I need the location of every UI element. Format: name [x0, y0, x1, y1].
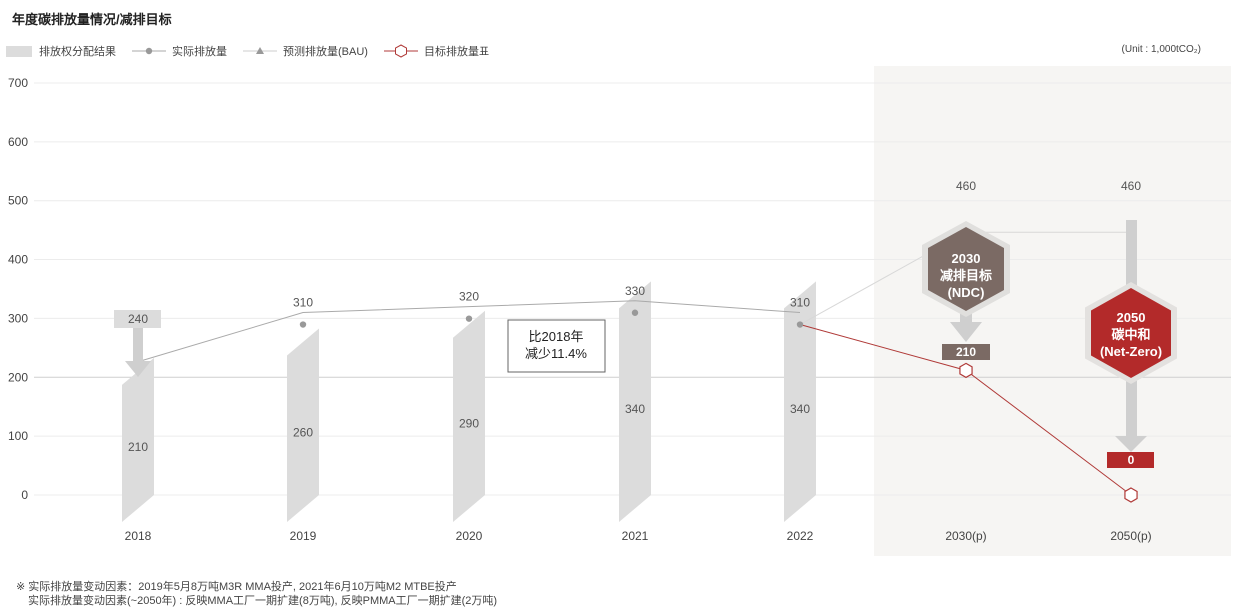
point-labels: 240 310 320 330 310 460 460: [114, 179, 1141, 377]
actual-value-label: 330: [625, 284, 645, 298]
x-tick-label: 2020: [456, 529, 483, 543]
allocation-bar: [453, 310, 485, 522]
allocation-bars: [122, 281, 816, 522]
y-tick-label: 600: [8, 135, 28, 149]
grid: [34, 82, 1231, 496]
reduction-note-line1: 比2018年: [529, 329, 584, 344]
line-triangle-icon: [243, 47, 277, 54]
x-tick-label: 2030(p): [945, 529, 986, 543]
bar-value-label: 340: [625, 402, 645, 416]
projection-background: [874, 66, 1231, 556]
actual-point: [631, 309, 639, 316]
x-axis: 2018 2019 2020 2021 2022 2030(p) 2050(p): [125, 529, 1152, 543]
actual-point: [465, 315, 473, 322]
bar-value-label: 210: [128, 440, 148, 454]
y-tick-label: 700: [8, 76, 28, 90]
y-tick-label: 200: [8, 370, 28, 384]
legend-label-actual: 实际排放量: [172, 46, 227, 58]
legend-item-target[interactable]: 目标排放量표: [383, 43, 490, 59]
x-tick-label: 2019: [290, 529, 317, 543]
line-dot-icon: [132, 47, 166, 55]
y-tick-label: 0: [21, 488, 28, 502]
legend-label-target: 目标排放量표: [423, 46, 490, 58]
allocation-bar-labels: 210 260 290 340 340: [128, 402, 810, 454]
reduction-note-line2: 减少11.4%: [525, 346, 587, 361]
y-tick-label: 300: [8, 311, 28, 325]
chart-title: 年度碳排放量情况/减排目标: [12, 12, 172, 27]
actual-line: [137, 300, 801, 363]
ndc-down-arrow-icon: [950, 300, 982, 342]
legend: 排放权分配结果 实际排放量 预测排放量(BAU) 目标排放量표: [6, 43, 505, 59]
allocation-bar: [619, 281, 651, 522]
legend-item-allocation[interactable]: 排放权分配结果: [6, 43, 116, 59]
target-point: [1124, 487, 1138, 503]
y-tick-label: 100: [8, 429, 28, 443]
actual-value-label: 310: [293, 296, 313, 310]
footnote-2: 实际排放量变动因素(~2050年) : 反映MMA工厂一期扩建(8万吨), 反映…: [28, 595, 498, 607]
target-point: [959, 362, 973, 379]
actual-point: [299, 321, 307, 328]
legend-item-bau[interactable]: 预测排放量(BAU): [243, 43, 368, 59]
netzero-line1: 2050: [1117, 310, 1146, 325]
legend-label-bau: 预测排放量(BAU): [283, 46, 368, 58]
allocation-bar: [287, 328, 319, 522]
bar-value-label: 340: [790, 402, 810, 416]
ndc-line1: 2030: [952, 251, 981, 266]
allocation-bar: [122, 357, 154, 522]
netzero-line2: 碳中和: [1111, 327, 1150, 342]
netzero-line3: (Net-Zero): [1100, 344, 1162, 359]
ndc-line2: 减排目标: [940, 268, 992, 283]
bar-value-label: 290: [459, 417, 479, 431]
ndc-value-box: [942, 344, 990, 360]
bar-value-label: 260: [293, 425, 313, 439]
ndc-hexagon: [928, 227, 1004, 311]
bau-value-label: 460: [956, 179, 976, 193]
actual-value-label: 310: [790, 296, 810, 310]
reduction-note-box: [507, 319, 606, 373]
actual-point: [796, 321, 804, 328]
x-tick-label: 2018: [125, 529, 152, 543]
ndc-value-label: 210: [956, 345, 976, 359]
bau-value-label: 460: [1121, 179, 1141, 193]
y-tick-label: 500: [8, 194, 28, 208]
netzero-value-label: 0: [1128, 453, 1135, 467]
y-axis: 0 100 200 300 400 500 600 700: [8, 76, 28, 502]
label-box: [114, 310, 161, 328]
actual-value-label: 240: [128, 312, 148, 326]
footnotes: ※ 实际排放量变动因素：2019年5月8万吨M3R MMA投产, 2021年6月…: [16, 580, 497, 608]
actual-value-label: 320: [459, 290, 479, 304]
x-tick-label: 2050(p): [1110, 529, 1151, 543]
bar-swatch-icon: [6, 45, 32, 57]
unit-label: (Unit : 1,000tCO₂): [1121, 44, 1201, 55]
ndc-line3: (NDC): [948, 285, 985, 300]
legend-item-actual[interactable]: 实际排放量: [132, 43, 227, 59]
netzero-value-box: [1107, 452, 1154, 468]
footnote-1: ※ 实际排放量变动因素：2019年5月8万吨M3R MMA投产, 2021年6月…: [16, 581, 457, 593]
down-arrow-icon: [125, 328, 151, 377]
y-tick-label: 400: [8, 253, 28, 267]
x-tick-label: 2021: [622, 529, 649, 543]
line-hexagon-icon: [383, 44, 418, 58]
legend-label-allocation: 排放权分配结果: [39, 46, 116, 58]
netzero-hexagon: [1091, 288, 1171, 378]
x-tick-label: 2022: [787, 529, 814, 543]
allocation-bar: [784, 281, 816, 522]
